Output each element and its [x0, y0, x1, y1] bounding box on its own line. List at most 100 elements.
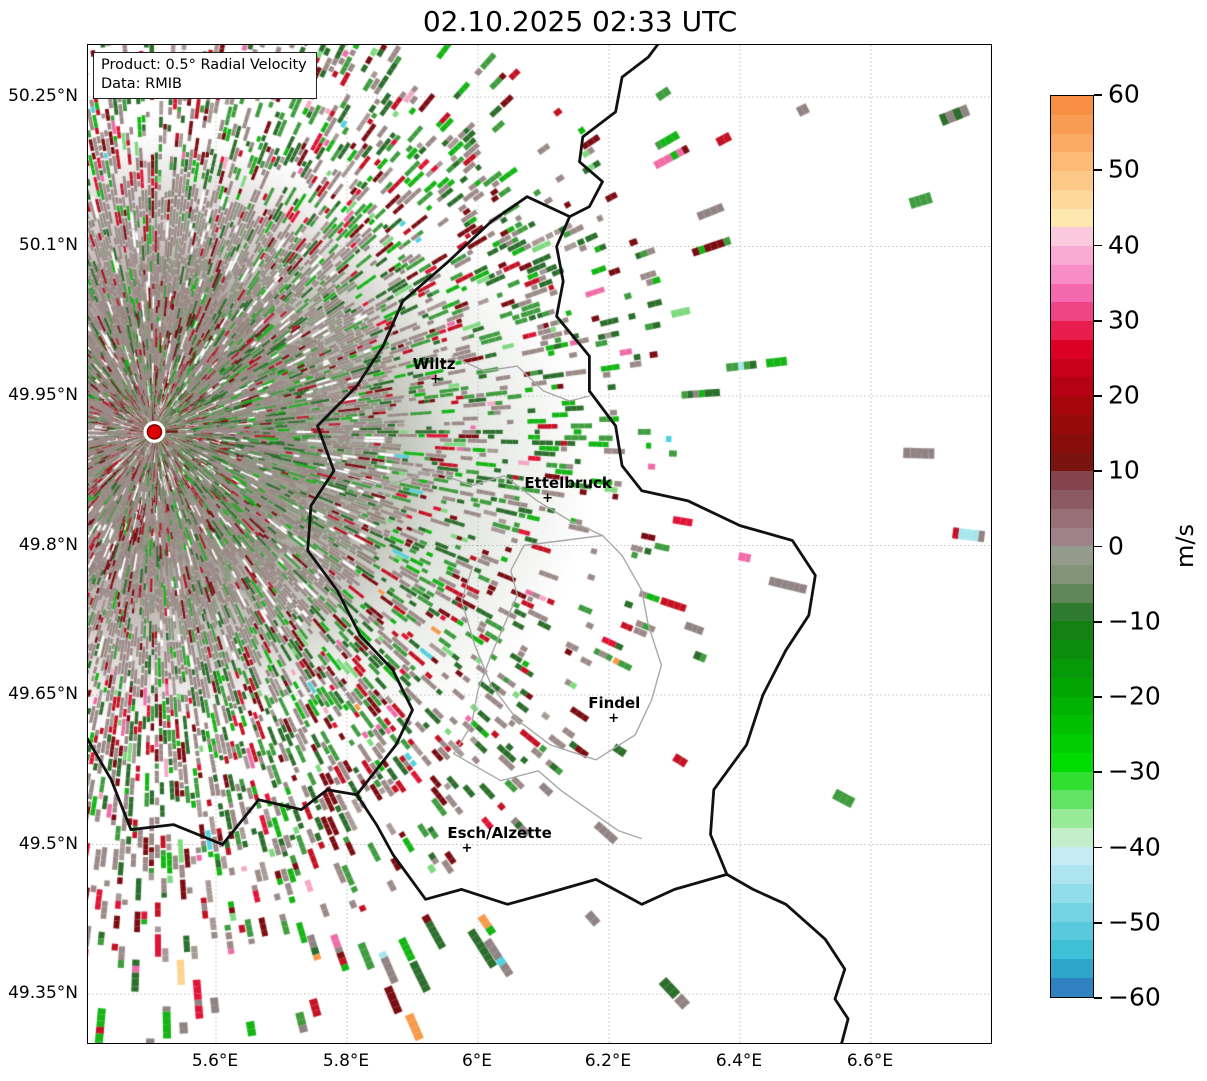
colorbar-band — [1051, 264, 1093, 284]
colorbar-tick-mark — [1094, 395, 1102, 397]
colorbar-band — [1051, 133, 1093, 153]
colorbar-band — [1051, 283, 1093, 303]
colorbar-band — [1051, 527, 1093, 547]
regional-border-line — [451, 355, 591, 402]
colorbar-band — [1051, 433, 1093, 453]
colorbar-tick-mark — [1094, 470, 1102, 473]
colorbar-band — [1051, 152, 1093, 172]
colorbar-band — [1051, 696, 1093, 716]
colorbar-band — [1051, 358, 1093, 378]
lat-tick-label: 49.5°N — [18, 833, 78, 854]
regional-border-line — [453, 753, 642, 840]
colorbar-band — [1051, 658, 1093, 678]
country-border-line — [568, 45, 660, 218]
colorbar-band — [1051, 415, 1093, 434]
colorbar-band — [1051, 940, 1093, 960]
colorbar-tick-mark — [1094, 319, 1102, 322]
city-marker: + — [461, 840, 473, 856]
colorbar-band — [1051, 677, 1093, 697]
colorbar-band — [1051, 452, 1093, 472]
colorbar-tick-label: 20 — [1108, 380, 1140, 410]
colorbar-tick-mark — [1094, 696, 1102, 698]
lon-tick-label: 6°E — [461, 1051, 493, 1071]
regional-border-line — [333, 470, 623, 557]
lon-tick-label: 5.8°E — [322, 1051, 370, 1071]
colorbar-band — [1051, 734, 1093, 753]
country-border-line — [88, 737, 359, 846]
colorbar-tick-mark — [1094, 169, 1102, 172]
lat-tick-label: 49.65°N — [8, 684, 78, 704]
product-info-box: Product: 0.5° Radial Velocity Data: RMIB — [93, 52, 317, 99]
colorbar-tick-label: 0 — [1108, 530, 1124, 560]
regional-border-line — [460, 554, 663, 761]
lat-tick-label: 50.1°N — [18, 235, 78, 256]
colorbar-band — [1051, 96, 1093, 115]
map-plot: Product: 0.5° Radial Velocity Data: RMIB… — [87, 44, 992, 1044]
colorbar-tick-mark — [1094, 997, 1102, 999]
colorbar-band — [1051, 302, 1093, 322]
colorbar-band — [1051, 846, 1093, 866]
colorbar-tick-mark — [1094, 846, 1102, 849]
colorbar-band — [1051, 771, 1093, 791]
country-border-line — [725, 873, 850, 1043]
colorbar-band — [1051, 790, 1093, 810]
colorbar-tick-label: −40 — [1108, 831, 1161, 861]
country-border-line — [306, 195, 817, 906]
city-marker: + — [430, 372, 442, 388]
city-label: Findel — [588, 693, 641, 712]
colorbar-band — [1051, 508, 1093, 528]
colorbar-band — [1051, 752, 1093, 772]
colorbar-band — [1051, 339, 1093, 359]
colorbar-band — [1051, 865, 1093, 885]
colorbar-band — [1051, 921, 1093, 941]
city-label: Esch/Alzette — [447, 823, 552, 842]
colorbar-band — [1051, 827, 1093, 847]
colorbar-band — [1051, 208, 1093, 228]
colorbar-tick-mark — [1094, 244, 1102, 247]
colorbar-tick-mark — [1094, 545, 1102, 548]
colorbar — [1050, 95, 1094, 998]
colorbar-tick-mark — [1094, 771, 1102, 774]
colorbar-band — [1051, 321, 1093, 340]
colorbar-band — [1051, 396, 1093, 416]
colorbar-band — [1051, 602, 1093, 622]
colorbar-band — [1051, 227, 1093, 247]
borders-svg — [88, 45, 850, 1043]
lat-tick-label: 49.95°N — [8, 385, 78, 405]
city-marker: + — [608, 710, 620, 726]
colorbar-band — [1051, 565, 1093, 584]
colorbar-band — [1051, 377, 1093, 397]
lat-tick-label: 49.8°N — [18, 534, 78, 555]
radar-site-marker — [146, 424, 163, 440]
colorbar-tick-mark — [1094, 94, 1102, 96]
page-title: 02.10.2025 02:33 UTC — [422, 5, 738, 38]
colorbar-band — [1051, 809, 1093, 828]
colorbar-band — [1051, 640, 1093, 659]
colorbar-band — [1051, 490, 1093, 509]
product-info-line1: Product: 0.5° Radial Velocity — [101, 57, 307, 73]
lat-tick-label: 50.25°N — [8, 85, 78, 106]
colorbar-tick-label: 30 — [1108, 305, 1140, 335]
product-info-line2: Data: RMIB — [101, 75, 182, 92]
colorbar-tick-label: 50 — [1108, 154, 1140, 184]
colorbar-band — [1051, 715, 1093, 735]
colorbar-tick-label: 40 — [1108, 229, 1140, 259]
colorbar-band — [1051, 246, 1093, 265]
lon-tick-label: 6.4°E — [715, 1051, 763, 1071]
colorbar-band — [1051, 114, 1093, 134]
colorbar-tick-label: −60 — [1108, 982, 1161, 1012]
colorbar-band — [1051, 977, 1093, 997]
colorbar-tick-label: 10 — [1108, 455, 1140, 485]
colorbar-band — [1051, 959, 1093, 978]
city-marker: + — [542, 490, 554, 506]
lon-tick-label: 5.6°E — [191, 1051, 239, 1071]
colorbar-band — [1051, 884, 1093, 903]
colorbar-tick-mark — [1094, 921, 1102, 924]
colorbar-tick-label: −20 — [1108, 681, 1161, 711]
regional-border-line — [453, 534, 604, 755]
colorbar-tick-label: −30 — [1108, 756, 1161, 786]
lat-tick-label: 49.35°N — [8, 983, 78, 1004]
colorbar-band — [1051, 471, 1093, 491]
colorbar-band — [1051, 583, 1093, 603]
